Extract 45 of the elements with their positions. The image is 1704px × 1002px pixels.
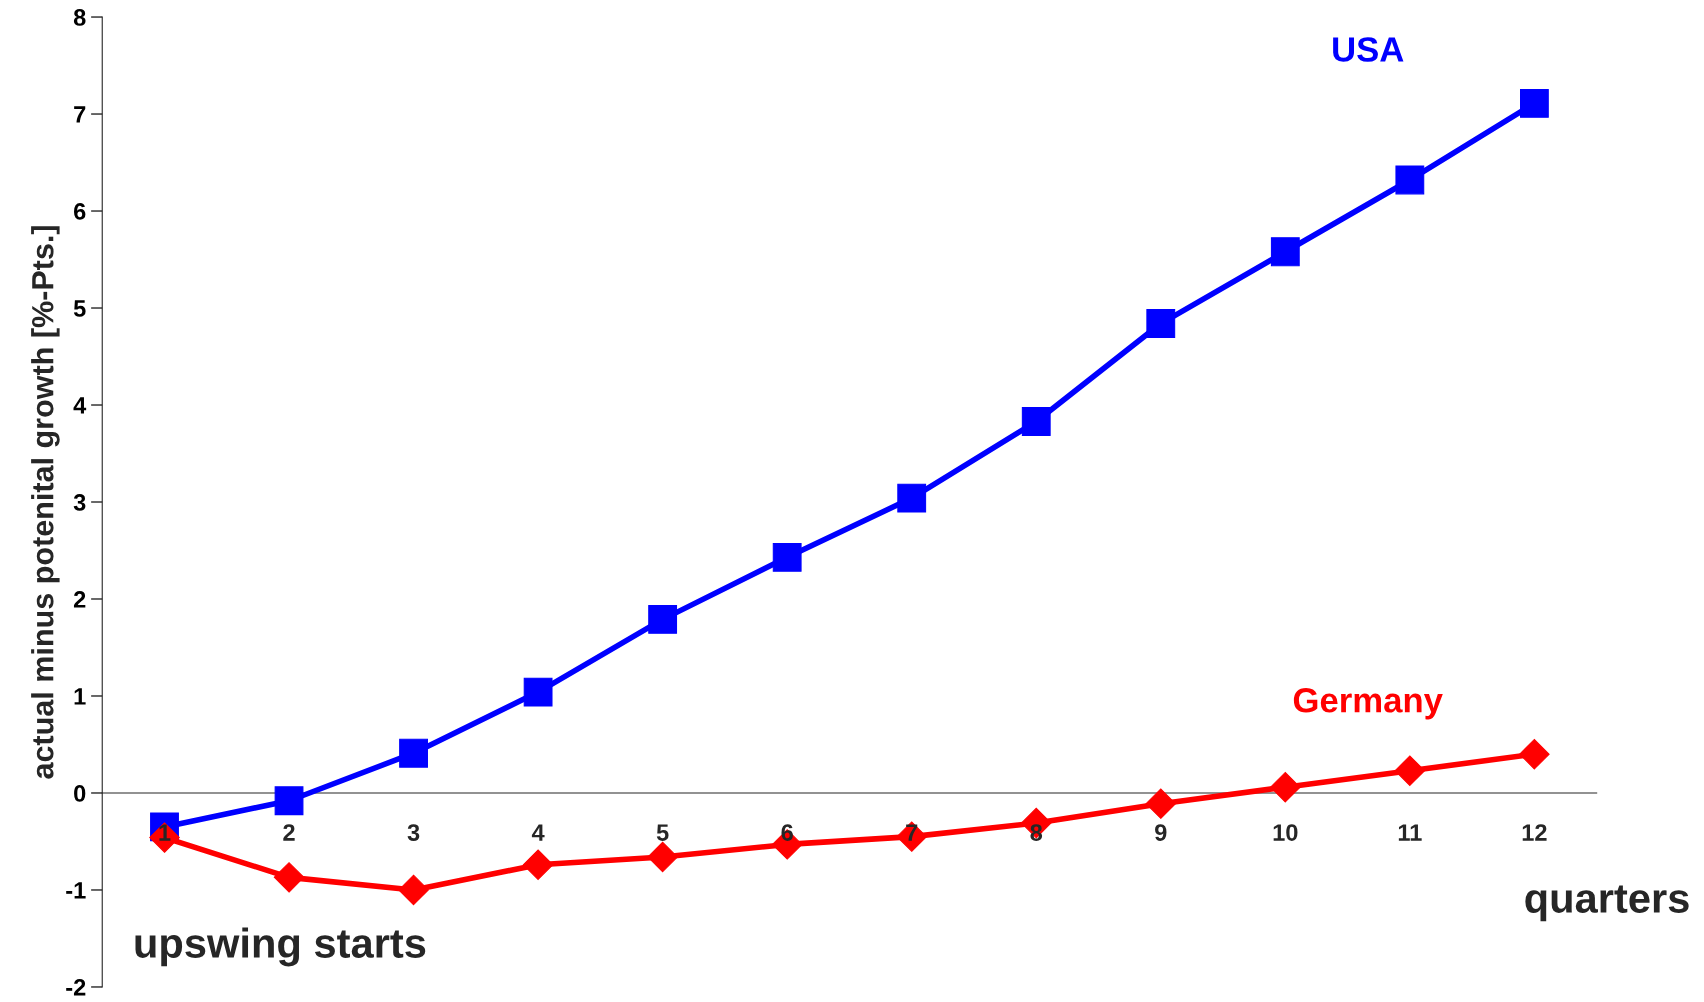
y-tick-label: 0 xyxy=(74,785,86,802)
annotation: upswing starts xyxy=(135,927,426,967)
x-tick-label: 2 xyxy=(283,824,295,841)
point xyxy=(1021,407,1051,436)
point xyxy=(523,677,553,707)
point xyxy=(399,738,428,768)
x-tick-label: 1 xyxy=(159,824,171,841)
x-tick-label: 7 xyxy=(906,824,918,841)
annotation: quarters xyxy=(1525,885,1689,922)
x-tick-label: 10 xyxy=(1273,824,1298,841)
point xyxy=(1519,738,1550,770)
y-axis-title: actual minus potenital growth [%-Pts.] xyxy=(31,226,60,779)
point xyxy=(274,786,304,816)
point xyxy=(1145,788,1177,819)
x-tick-label: 9 xyxy=(1155,824,1167,841)
y-tick-label: 8 xyxy=(73,9,86,26)
point xyxy=(1146,309,1176,338)
point xyxy=(772,542,802,572)
point xyxy=(1394,755,1426,786)
x-tick-label: 5 xyxy=(656,824,669,841)
y-tick-label: 5 xyxy=(73,300,86,317)
series-label: Germany xyxy=(1293,688,1443,720)
y-tick-label: 4 xyxy=(73,397,87,414)
x-tick-label: 3 xyxy=(407,824,420,841)
point xyxy=(647,841,678,873)
x-tick-label: 4 xyxy=(531,824,545,841)
y-tick-label: 2 xyxy=(73,591,86,608)
point xyxy=(1519,88,1549,118)
point xyxy=(1395,165,1425,195)
point xyxy=(398,874,429,906)
y-tick-label: 3 xyxy=(73,494,86,511)
point xyxy=(522,849,554,881)
x-tick-label: 12 xyxy=(1522,824,1547,841)
point xyxy=(897,483,927,513)
point xyxy=(648,604,678,634)
point xyxy=(273,862,305,893)
point xyxy=(1270,771,1301,803)
y-tick-label: 6 xyxy=(74,203,86,220)
y-tick-label: 1 xyxy=(74,688,86,705)
y-tick-label: -2 xyxy=(66,979,86,996)
y-tick-label: 7 xyxy=(74,106,86,123)
y-tick-label: -1 xyxy=(66,882,86,899)
point xyxy=(1270,237,1300,267)
text: USA xyxy=(1333,37,1404,62)
x-tick-label: 11 xyxy=(1398,824,1422,841)
